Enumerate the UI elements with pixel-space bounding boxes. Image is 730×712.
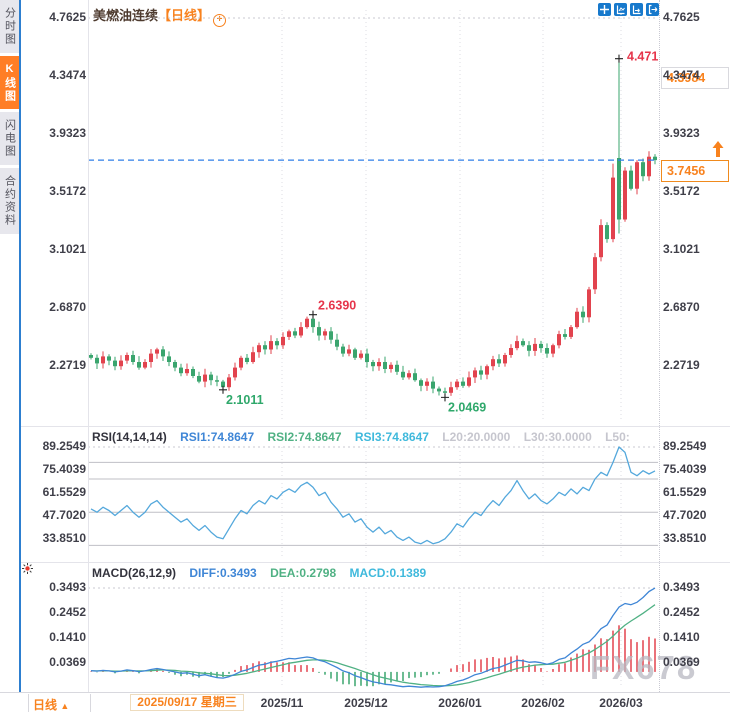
axis-label: 2.2719: [663, 358, 700, 372]
month-label-2026/01: 2026/01: [438, 696, 482, 710]
axis-label: 47.7020: [663, 508, 707, 522]
axis-label: 33.8510: [663, 531, 707, 545]
sidebar-tab-合约资料[interactable]: 合约资料: [0, 168, 19, 234]
sidebar-tab-K线图[interactable]: K线图: [0, 56, 19, 109]
axis-label: 0.1410: [663, 630, 700, 644]
axis-label: 2.2719: [49, 358, 86, 372]
box-zoom-icon[interactable]: [614, 3, 627, 16]
svg-text:4.4715: 4.4715: [627, 50, 658, 64]
diff-value: DIFF:0.3493: [189, 566, 257, 580]
bottom-bar-separator: [28, 694, 29, 712]
rsi-name: RSI(14,14,14): [92, 430, 167, 444]
panel-separator: [21, 562, 730, 563]
axis-label: 0.3493: [663, 580, 700, 594]
svg-text:2.6390: 2.6390: [318, 299, 356, 313]
axis-label: 0.2452: [49, 605, 86, 619]
svg-text:2.0469: 2.0469: [448, 400, 486, 414]
rsi2-value: RSI2:74.8647: [267, 430, 342, 444]
add-indicator-icon[interactable]: +: [213, 14, 227, 27]
month-label-2026/02: 2026/02: [521, 696, 565, 710]
period-label: 日线: [33, 698, 58, 712]
crosshair-date-label: 2025/09/17 星期三: [130, 694, 244, 711]
axis-label: 3.5172: [663, 184, 700, 198]
plot-left-border: [88, 0, 89, 692]
axis-label: 0.2452: [663, 605, 700, 619]
bottom-time-axis: 日线 ▲ 2025/09/17 星期三 2025/11 2025/12 2026/0…: [0, 692, 730, 712]
month-label-2025/12: 2025/12: [344, 696, 388, 710]
month-label-2025/11: 2025/11: [260, 696, 304, 710]
axis-label: 0.0369: [663, 655, 700, 669]
axis-label: 4.3474: [663, 68, 700, 82]
axis-label: 2.6870: [663, 300, 700, 314]
axis-label: 0.1410: [49, 630, 86, 644]
dropdown-arrow-icon: ▲: [60, 701, 70, 711]
sidebar-tab-分时图[interactable]: 分时图: [0, 0, 19, 53]
axis-label: 3.5172: [49, 184, 86, 198]
reference-price-tag: 4.3984: [661, 67, 729, 89]
exit-chart-icon[interactable]: [646, 3, 659, 16]
axis-label: 75.4039: [663, 462, 707, 476]
month-label-2026/03: 2026/03: [599, 696, 643, 710]
rsi-l30: L30:30.0000: [523, 430, 592, 444]
symbol-name: 美燃油连续: [93, 8, 159, 23]
rsi-indicator-chart[interactable]: [88, 428, 658, 562]
sidebar: 分时图 K线图闪电图合约资料: [0, 0, 19, 692]
period-selector[interactable]: 日线 ▲: [33, 696, 69, 712]
dea-value: DEA:0.2798: [270, 566, 337, 580]
macd-value: MACD:0.1389: [349, 566, 427, 580]
bottom-bar-separator: [90, 694, 91, 712]
rsi-l20: L20:20.0000: [442, 430, 511, 444]
axis-label: 4.7625: [663, 10, 700, 24]
sidebar-border: [19, 0, 21, 692]
macd-name: MACD(26,12,9): [92, 566, 177, 580]
axis-label: 3.1021: [49, 242, 86, 256]
main-candlestick-chart[interactable]: 4.4715 2.6390 2.1011 2.0469: [88, 0, 658, 425]
rsi-l50: L50:: [605, 430, 630, 444]
axis-label: 0.3493: [49, 580, 86, 594]
macd-header: MACD(26,12,9) DIFF:0.3493 DEA:0.2798 MAC…: [92, 566, 436, 580]
panel-separator: [21, 426, 730, 427]
chart-title: 美燃油连续【日线】 +: [93, 5, 227, 27]
price-up-arrow-icon: [712, 141, 724, 162]
crosshair-pan-icon[interactable]: [598, 3, 611, 16]
axis-label: 4.3474: [49, 68, 86, 82]
indicator-alert-icon[interactable]: [21, 562, 34, 580]
axis-label: 3.1021: [663, 242, 700, 256]
macd-indicator-chart[interactable]: [88, 563, 658, 691]
axis-label: 47.7020: [42, 508, 86, 522]
box-zoom-arrow-icon[interactable]: [630, 3, 643, 16]
rsi3-value: RSI3:74.8647: [354, 430, 429, 444]
axis-label: 75.4039: [42, 462, 86, 476]
axis-label: 2.6870: [49, 300, 86, 314]
plot-right-border: [659, 0, 660, 692]
svg-text:2.1011: 2.1011: [226, 393, 264, 407]
axis-label: 0.0369: [49, 655, 86, 669]
period-tag: 【日线】: [158, 8, 211, 23]
axis-label: 4.7625: [49, 10, 86, 24]
sidebar-tab-闪电图[interactable]: 闪电图: [0, 112, 19, 165]
axis-label: 61.5529: [42, 485, 86, 499]
rsi1-value: RSI1:74.8647: [180, 430, 255, 444]
axis-label: 89.2549: [663, 439, 707, 453]
axis-label: 61.5529: [663, 485, 707, 499]
axis-label: 33.8510: [42, 531, 86, 545]
axis-label: 89.2549: [42, 439, 86, 453]
axis-label: 3.9323: [49, 126, 86, 140]
rsi-header: RSI(14,14,14) RSI1:74.8647 RSI2:74.8647 …: [92, 430, 640, 444]
axis-label: 3.9323: [663, 126, 700, 140]
last-price-tag: 3.7456: [661, 160, 729, 182]
fx678-watermark: FX678: [590, 649, 698, 686]
